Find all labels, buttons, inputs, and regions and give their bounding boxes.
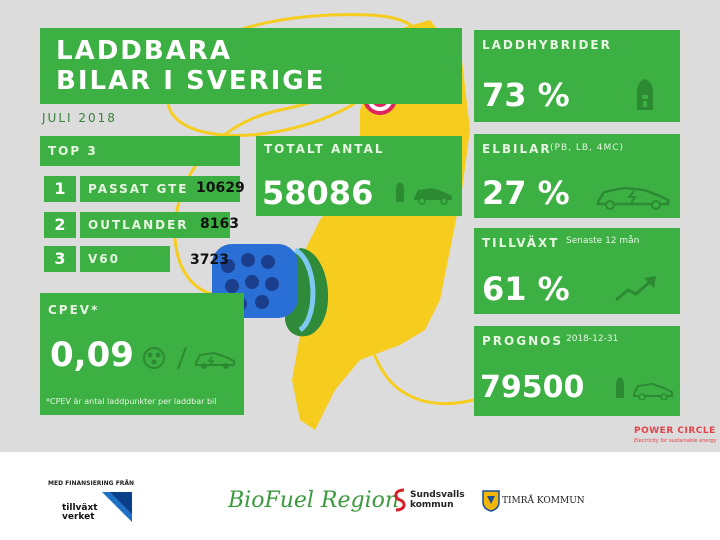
funding-label: MED FINANSIERING FRÅN [48, 480, 135, 487]
top3-model-name: PASSAT GTE [88, 182, 189, 196]
tillvaxt-panel: TILLVÄXT Senaste 12 mån 61 % [474, 228, 680, 314]
prognos-title: PROGNOS [482, 334, 563, 348]
top3-model-count: 8163 [200, 216, 239, 232]
sundsvall-kommun-logo: Sundsvalls kommun [410, 490, 465, 510]
top3-row: 2 OUTLANDER 8163 [40, 210, 240, 240]
cpev-panel: CPEV* 0,09 *CPEV är antal laddpunkter pe… [40, 293, 244, 415]
totalt-antal-value: 58086 [262, 174, 374, 212]
laddhybrider-value: 73 % [482, 76, 570, 114]
biofuel-region-logo: BioFuel Region [228, 488, 400, 513]
title-line-2: BILAR I SVERIGE [56, 66, 326, 96]
sponsor-logos: MED FINANSIERING FRÅN tillväxt verket Bi… [0, 452, 720, 540]
top3-model-name: OUTLANDER [88, 218, 189, 232]
tillvaxtverket-logo-icon [102, 492, 132, 522]
tillvaxt-subtitle: Senaste 12 mån [566, 236, 640, 246]
sundsvall-logo-icon [394, 488, 406, 512]
elbilar-value: 27 % [482, 174, 570, 212]
power-circle-logo: POWER CIRCLE [634, 426, 716, 436]
sundsvall-line-2: kommun [410, 500, 454, 510]
top3-rank: 1 [44, 176, 76, 202]
top3-rank: 2 [44, 212, 76, 238]
top3-model-name: V60 [88, 252, 120, 266]
elbilar-title: ELBILAR [482, 142, 552, 156]
title-panel: LADDBARA BILAR I SVERIGE [40, 28, 462, 104]
top3-header: TOP 3 [40, 136, 240, 166]
top3-row: 1 PASSAT GTE 10629 [40, 174, 245, 204]
top3-row: 3 V60 3723 [40, 244, 240, 274]
infographic: LADDBARA BILAR I SVERIGE JULI 2018 TOP 3… [0, 0, 720, 452]
timra-kommun-logo: TIMRÅ KOMMUN [502, 496, 585, 506]
charging-cable-icon [165, 13, 420, 297]
laddhybrider-title: LADDHYBRIDER [482, 38, 612, 52]
totalt-antal-title: TOTALT ANTAL [264, 142, 385, 156]
title-line-1: LADDBARA [56, 36, 232, 66]
power-circle-tagline: Electricity for sustainable energy [634, 438, 717, 444]
top3-model-box: V60 [80, 246, 170, 272]
top3-model-box: PASSAT GTE [80, 176, 240, 202]
tillvaxt-value: 61 % [482, 270, 570, 308]
timra-coat-of-arms-icon [482, 490, 500, 512]
hybrid-fuel-drop-icon [637, 79, 653, 110]
tillvaxtverket-logo: tillväxt verket [62, 504, 98, 522]
prognos-panel: PROGNOS 2018-12-31 79500 [474, 326, 680, 416]
trend-up-icon [615, 276, 656, 302]
fuel-and-car-icon [616, 377, 673, 400]
tillvaxt-title: TILLVÄXT [482, 236, 560, 250]
fuel-and-car-icon [396, 182, 452, 205]
top3-rank: 3 [44, 246, 76, 272]
top3-model-box: OUTLANDER [80, 212, 230, 238]
top3-model-count: 3723 [190, 252, 229, 268]
elbilar-panel: ELBILAR (PB, LB, 4MC) 27 % [474, 134, 680, 218]
electric-car-icon [596, 186, 670, 210]
cpev-value: 0,09 [50, 335, 134, 375]
top3-model-count: 10629 [196, 180, 245, 196]
elbilar-subtitle: (PB, LB, 4MC) [550, 143, 625, 153]
cpev-title: CPEV* [48, 303, 100, 317]
sweden-map-icon [288, 20, 470, 430]
tillvaxtverket-line-1: tillväxt [62, 503, 98, 513]
sundsvall-line-1: Sundsvalls [410, 490, 465, 500]
prognos-subtitle: 2018-12-31 [566, 334, 619, 344]
cpev-footnote: *CPEV är antal laddpunkter per laddbar b… [46, 397, 217, 406]
tillvaxtverket-line-2: verket [62, 512, 95, 522]
report-date: JULI 2018 [42, 111, 117, 125]
laddhybrider-panel: LADDHYBRIDER 73 % [474, 30, 680, 122]
charger-per-car-icon [143, 346, 235, 370]
totalt-antal-panel: TOTALT ANTAL 58086 [256, 136, 462, 216]
top3-title: TOP 3 [48, 144, 98, 158]
prognos-value: 79500 [480, 370, 585, 405]
